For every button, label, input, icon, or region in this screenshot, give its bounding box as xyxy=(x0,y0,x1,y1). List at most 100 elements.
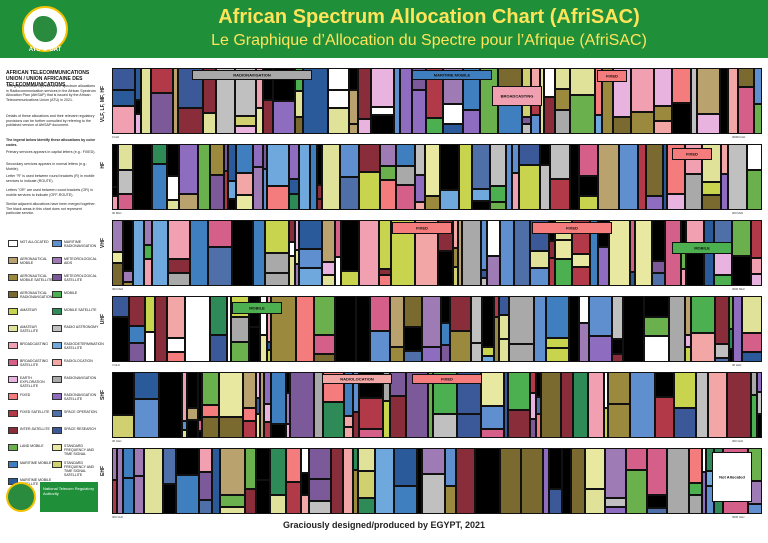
allocation-cell xyxy=(129,326,145,343)
allocation-cell xyxy=(579,144,598,176)
allocation-cell xyxy=(519,144,540,165)
allocation-cell xyxy=(286,424,290,438)
allocation-cell xyxy=(220,507,245,514)
allocation-cell xyxy=(358,448,375,471)
allocation-cell xyxy=(589,336,612,362)
allocation-cell xyxy=(236,144,253,173)
legend-label: MOBILE SATELLITE xyxy=(64,308,97,312)
allocation-cell xyxy=(243,372,256,408)
allocation-cell xyxy=(487,256,500,286)
band-row: RADIONAVIGATION MARITIME MOBILE BROADCASTI… xyxy=(112,68,762,134)
allocation-cell xyxy=(585,448,605,489)
allocation-cell xyxy=(595,68,602,115)
allocation-cell xyxy=(394,448,417,486)
allocation-cell xyxy=(264,372,271,404)
allocation-cell xyxy=(555,68,570,89)
allocation-cell xyxy=(370,296,390,331)
allocation-cell xyxy=(256,414,260,438)
allocation-cell xyxy=(457,414,481,438)
allocation-cell xyxy=(256,398,260,414)
allocation-cell xyxy=(721,174,728,210)
legend-label: MARITIME MOBILE xyxy=(20,461,52,465)
allocation-cell xyxy=(440,190,459,210)
allocation-cell xyxy=(613,117,631,134)
allocation-cell xyxy=(270,448,286,495)
band-end: 300 GHz xyxy=(732,439,744,443)
allocation-cell xyxy=(123,271,133,282)
allocation-cell xyxy=(742,352,762,362)
allocation-cell xyxy=(135,114,141,134)
allocation-cell xyxy=(256,68,263,108)
allocation-cell xyxy=(631,112,654,134)
allocation-cell xyxy=(697,114,720,134)
allocation-cell xyxy=(112,90,135,106)
allocation-cell xyxy=(727,372,751,438)
allocation-cell xyxy=(475,448,500,514)
allocation-cell xyxy=(508,410,530,438)
allocation-cell xyxy=(216,68,235,134)
band-row: FIXED FIXED MOBILE xyxy=(112,220,762,286)
allocation-cell: MARITIME MOBILE xyxy=(412,70,492,80)
allocation-cell xyxy=(608,404,630,438)
allocation-cell xyxy=(112,448,117,480)
allocation-cell xyxy=(179,194,198,210)
allocation-cell xyxy=(522,124,531,134)
allocation-cell: RADIOLOCATION xyxy=(322,374,392,384)
allocation-cell xyxy=(748,504,762,514)
allocation-cell xyxy=(728,68,738,134)
allocation-cell xyxy=(512,173,519,210)
allocation-cell xyxy=(463,110,480,134)
header: ATU ★ UAT African Spectrum Allocation Ch… xyxy=(0,0,768,58)
band-label: EHF xyxy=(100,466,106,476)
legend-swatch xyxy=(8,291,18,298)
allocation-cell xyxy=(289,220,295,242)
allocation-cell xyxy=(406,372,428,438)
legend-swatch xyxy=(52,240,62,247)
allocation-cell xyxy=(472,144,490,189)
allocation-cell xyxy=(490,202,506,210)
allocation-cell xyxy=(390,347,404,362)
allocation-cell xyxy=(689,448,702,483)
sponsor-name: National Telecom Regulatory Authority xyxy=(43,486,95,496)
allocation-cell xyxy=(490,186,506,202)
allocation-cell xyxy=(450,296,471,331)
allocation-cell xyxy=(224,171,228,210)
legend-label: RADIOLOCATION xyxy=(64,359,93,363)
band-end: 300 MHz xyxy=(732,211,744,215)
allocation-cell xyxy=(151,68,173,93)
allocation-cell xyxy=(198,420,202,431)
allocation-cell xyxy=(167,338,185,352)
allocation-cell xyxy=(441,323,450,345)
allocation-cell xyxy=(729,296,733,329)
allocation-cell: FIXED xyxy=(392,222,452,234)
allocation-cell xyxy=(390,296,404,347)
allocation-cell xyxy=(549,489,562,514)
allocation-cell xyxy=(134,399,159,438)
legend-label: SPACE RESEARCH xyxy=(64,427,97,431)
allocation-cell xyxy=(163,448,176,484)
allocation-cell xyxy=(541,372,561,438)
allocation-cell xyxy=(198,431,202,438)
allocation-cell xyxy=(299,220,322,249)
allocation-cell xyxy=(482,347,494,356)
allocation-cell xyxy=(123,220,133,271)
allocation-cell xyxy=(441,345,450,362)
allocation-cell xyxy=(155,296,167,362)
allocation-cell xyxy=(344,416,353,427)
allocation-cell xyxy=(422,474,445,514)
legend-label: FIXED SATELLITE xyxy=(20,410,50,414)
allocation-cell xyxy=(598,247,609,286)
allocation-cell xyxy=(129,343,145,362)
allocation-cell xyxy=(499,315,509,339)
allocation-cell xyxy=(290,372,314,438)
allocation-cell xyxy=(425,144,440,196)
allocation-cell xyxy=(536,372,541,397)
allocation-cell xyxy=(747,170,762,210)
allocation-label: RADIOLOCATION xyxy=(340,376,374,382)
allocation-label: Not Allocated xyxy=(719,474,745,480)
allocation-cell xyxy=(295,91,303,117)
allocation-cell xyxy=(152,164,167,210)
allocation-cell xyxy=(612,354,623,362)
allocation-cell xyxy=(536,397,541,414)
allocation-cell: FIXED xyxy=(532,222,612,234)
